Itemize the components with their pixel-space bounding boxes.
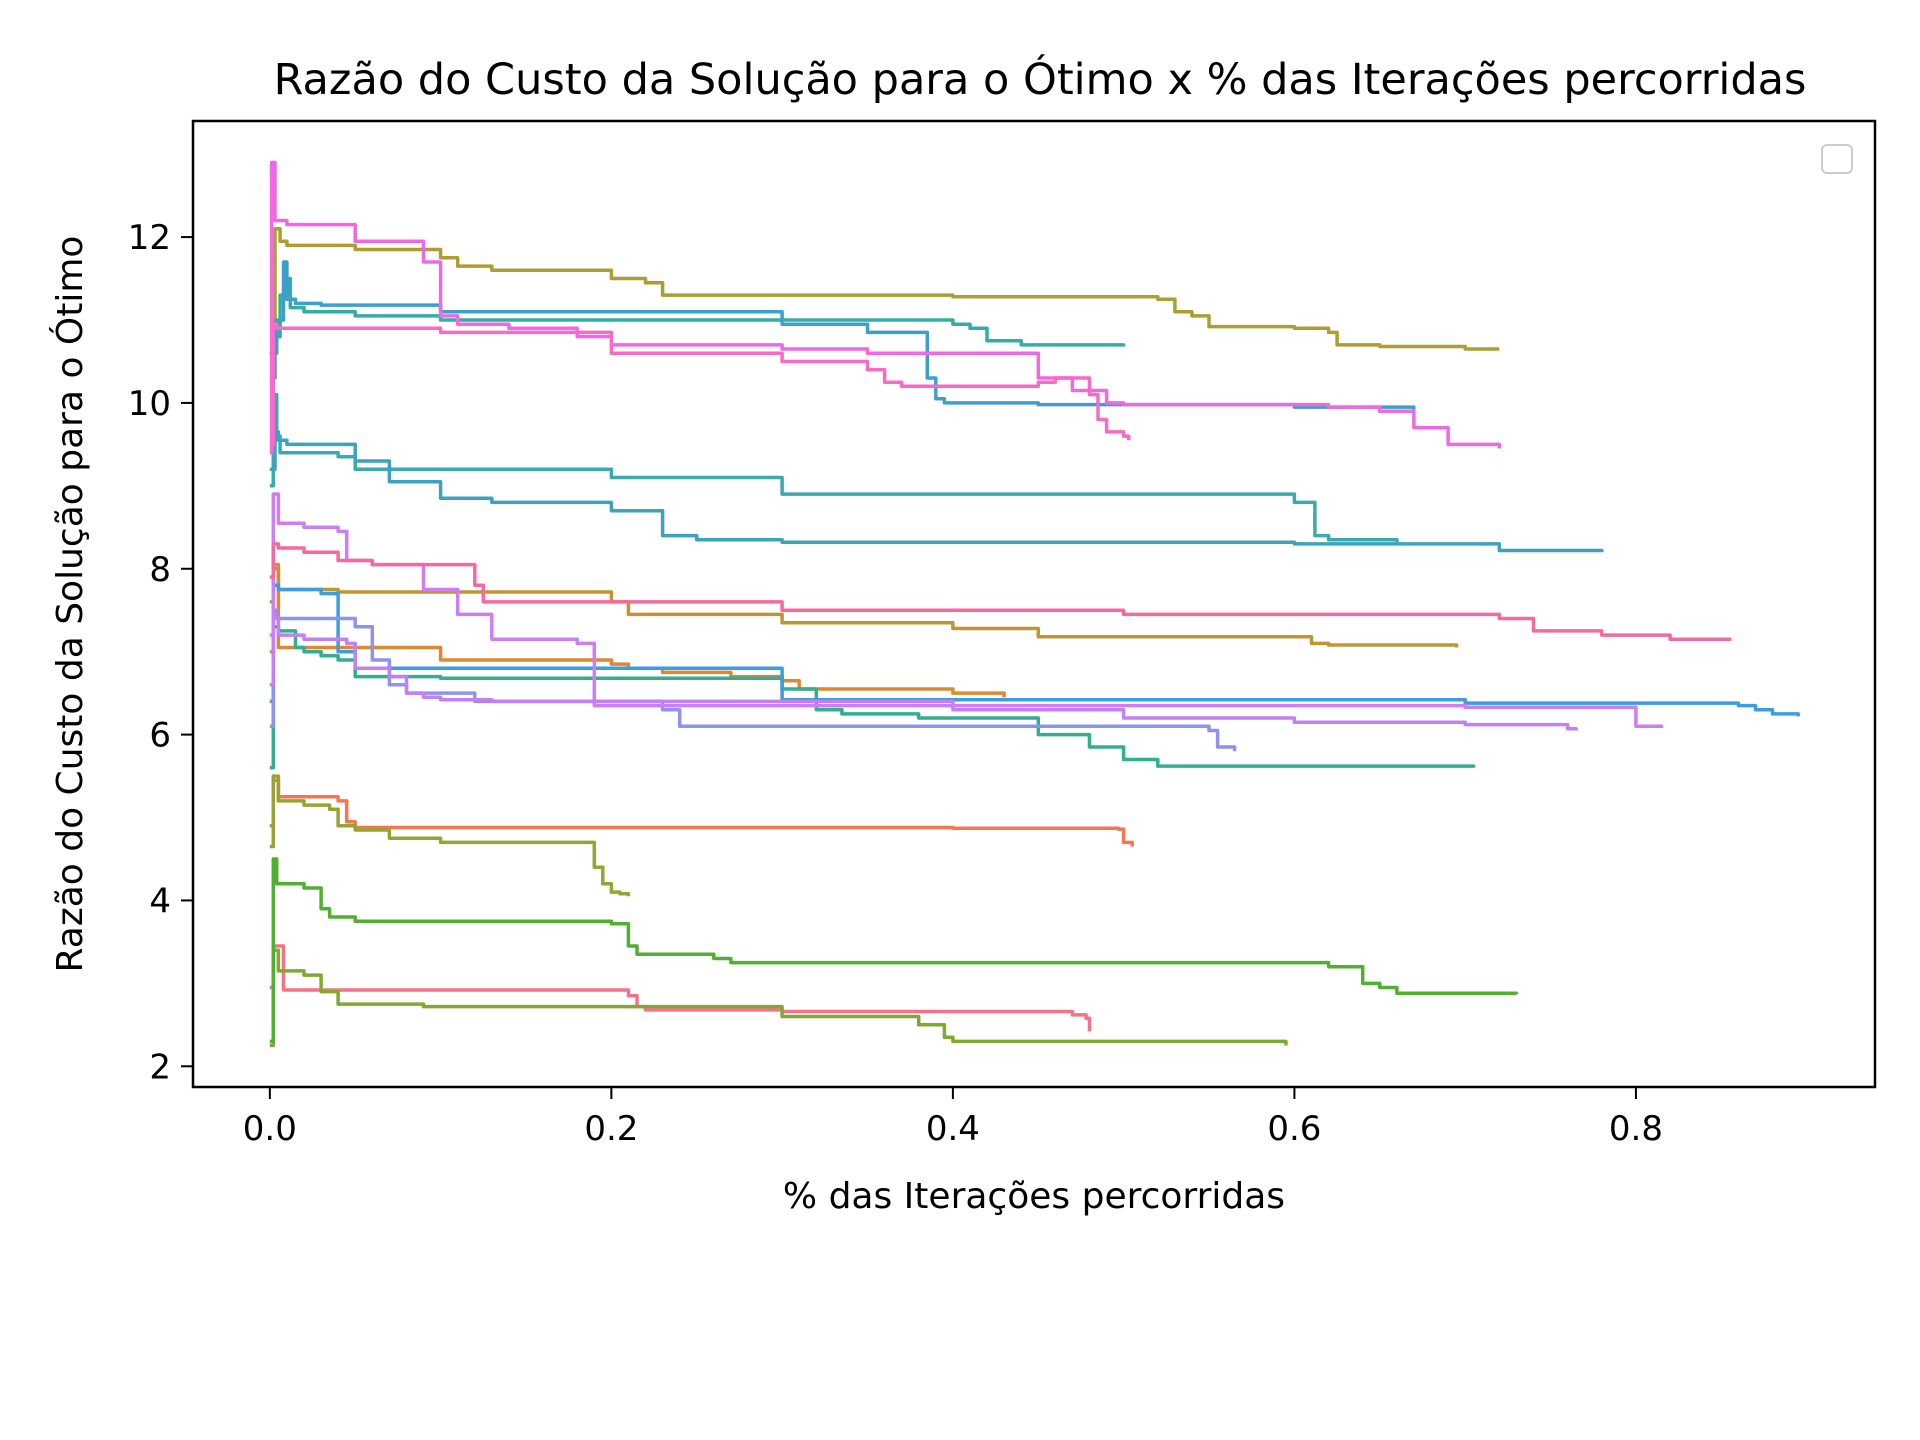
series-line-20 — [269, 542, 1732, 641]
series-line-18 — [269, 160, 1502, 455]
chart-title: Razão do Custo da Solução para o Ótimo x… — [274, 54, 1807, 105]
series-line-12 — [269, 430, 1604, 553]
x-axis-label: % das Iterações percorridas — [783, 1176, 1285, 1217]
series-line-16 — [269, 616, 1578, 731]
plot-frame — [191, 119, 1877, 1089]
series-line-19 — [269, 322, 1131, 447]
y-tick-label: 6 — [149, 716, 171, 756]
x-tick-label: 0.0 — [243, 1109, 297, 1149]
x-axis: 0.0 0.2 0.4 0.6 0.8 — [243, 1087, 1663, 1149]
y-tick-label: 8 — [149, 550, 171, 590]
series-line-15 — [269, 608, 1237, 752]
series-line-5 — [269, 227, 1500, 355]
x-tick-label: 0.4 — [926, 1109, 980, 1149]
series-layer — [269, 160, 1800, 1048]
x-tick-label: 0.2 — [584, 1109, 638, 1149]
series-line-6 — [269, 774, 631, 897]
y-tick-label: 12 — [128, 218, 171, 258]
series-line-13 — [269, 260, 1416, 410]
y-axis: 2 4 6 8 10 12 — [128, 218, 193, 1087]
series-line-11 — [269, 392, 1399, 543]
x-tick-label: 0.8 — [1609, 1109, 1663, 1149]
y-tick-label: 10 — [128, 384, 171, 424]
series-line-17 — [269, 492, 1664, 729]
y-tick-label: 2 — [149, 1047, 171, 1087]
y-axis-label: Razão do Custo da Solução para o Ótimo — [49, 236, 91, 973]
series-line-7 — [269, 948, 1288, 1048]
series-line-8 — [269, 857, 1519, 1044]
legend-box — [1821, 144, 1853, 174]
y-tick-label: 4 — [149, 881, 171, 921]
x-tick-label: 0.6 — [1267, 1109, 1321, 1149]
